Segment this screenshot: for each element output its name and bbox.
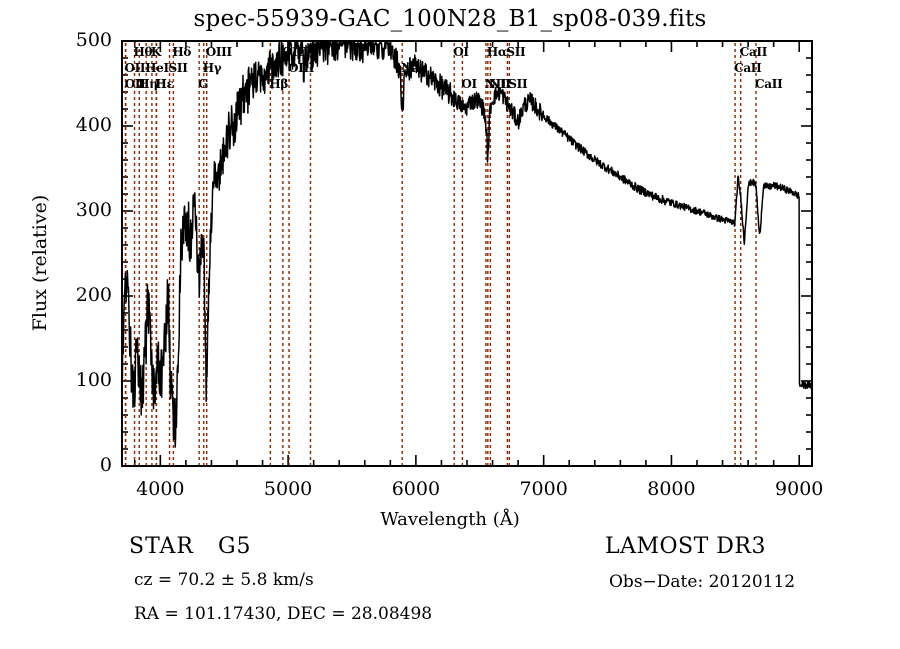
line-label-K-3934: K xyxy=(150,45,162,59)
line-label-NII-6583: NII xyxy=(489,77,511,91)
line-label-CaII-8662: CaII xyxy=(755,77,783,91)
y-tick-0: 0 xyxy=(99,454,112,476)
y-tick-500: 500 xyxy=(75,29,112,51)
line-label-H-4340: Hγ xyxy=(202,61,222,75)
x-tick-4000: 4000 xyxy=(136,478,185,500)
x-axis-label: Wavelength (Å) xyxy=(380,509,520,530)
line-label-SII-4072: SII xyxy=(168,61,188,75)
x-tick-9000: 9000 xyxy=(775,478,824,500)
page-title: spec-55939-GAC_100N28_B1_sp08-039.fits xyxy=(193,6,707,32)
line-label-H-6563: Hα xyxy=(486,45,507,59)
line-label-H-3968: H xyxy=(155,77,167,91)
x-tick-6000: 6000 xyxy=(391,478,441,500)
spectral-type-value: G5 xyxy=(217,534,252,559)
line-label-OII-3727: OII xyxy=(124,61,146,75)
spectrum-trace xyxy=(123,42,811,448)
y-tick-400: 400 xyxy=(75,114,112,136)
line-label-H-4102: Hδ xyxy=(172,45,192,59)
line-label-H-3798: Hθ xyxy=(133,45,153,59)
line-label-OIII-4363: OIII xyxy=(205,45,232,59)
line-label-CaII-8498: CaII xyxy=(734,61,762,75)
survey-name: LAMOST DR3 xyxy=(605,534,766,559)
line-label-H-4861: Hβ xyxy=(269,77,289,91)
y-axis-label: Flux (relative) xyxy=(29,194,51,332)
line-label-HeI-3889: HeI xyxy=(145,61,169,75)
line-label-H-3835: Hη xyxy=(138,77,158,91)
x-tick-5000: 5000 xyxy=(263,478,313,500)
object-class-value: STAR xyxy=(129,534,194,559)
y-tick-200: 200 xyxy=(75,284,112,306)
line-label-Na-5893: Na xyxy=(401,61,420,75)
line-label-SII-6731: SII xyxy=(508,77,528,91)
line-label-OII-3729: OII xyxy=(124,77,146,91)
x-tick-8000: 8000 xyxy=(647,478,696,500)
object-classification: STAR G5 xyxy=(129,534,252,559)
sky-coordinates: RA = 101.17430, DEC = 28.08498 xyxy=(134,604,433,624)
y-tick-300: 300 xyxy=(75,199,112,221)
observation-date: Obs−Date: 20120112 xyxy=(609,572,796,592)
line-label-OIII-5007: OIII xyxy=(288,61,315,75)
line-label-NII-6548: NII xyxy=(484,77,507,91)
line-label-OI-6300: OI xyxy=(453,45,469,59)
line-label-OI-6364: OI xyxy=(461,77,477,91)
line-label-H-3970: Hε xyxy=(155,77,174,91)
line-label-CaII-8542: CaII xyxy=(739,45,768,59)
axis-ticks xyxy=(122,40,812,467)
x-tick-7000: 7000 xyxy=(519,478,568,500)
line-label-OIII-4959: OIII xyxy=(281,45,308,59)
radial-velocity: cz = 70.2 ± 5.8 km/s xyxy=(134,570,314,590)
y-tick-100: 100 xyxy=(75,369,112,391)
line-label-SII-6716: SII xyxy=(506,45,526,59)
line-label-G-4304: G xyxy=(198,77,209,91)
